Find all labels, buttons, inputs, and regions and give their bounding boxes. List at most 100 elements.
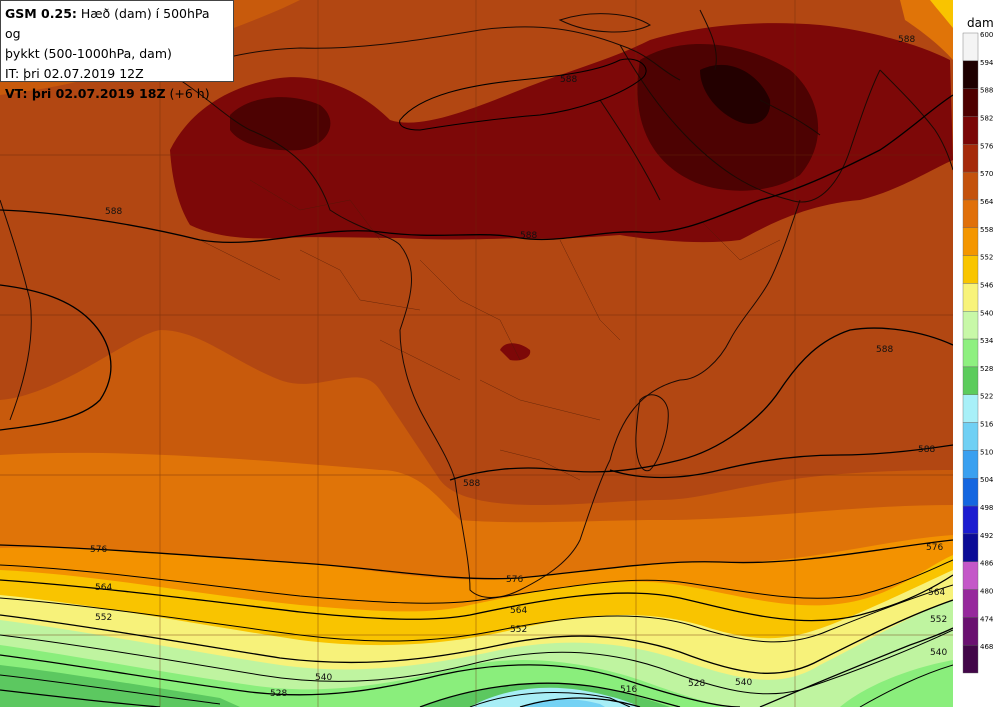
thickness-field-516 [520,698,605,707]
contour-label: 528 [270,689,287,699]
graticule [0,0,953,707]
legend-tick-label: 528 [980,365,993,373]
color-legend: dam 600 594 588 582 576 570 564 558 552 546 540 534… [953,0,1000,707]
title-line-1: Hæð (dam) í 500hPa og [5,6,210,41]
legend-swatch [962,533,979,562]
forecast-offset: (+6 h) [165,86,210,101]
title-line-2: þykkt (500-1000hPa, dam) [5,46,172,61]
legend-swatch [962,422,979,451]
legend-tick-label: 564 [980,198,994,206]
thickness-field-534 [0,645,953,707]
contour-540 [0,654,741,707]
legend-swatch [962,644,979,674]
legend-swatch [962,561,979,590]
legend-swatch [962,394,979,423]
legend-swatch [962,450,979,479]
legend-swatch [962,32,979,62]
contour-label: 588 [918,445,935,455]
contour-564 [0,574,953,622]
legend-tick-label: 540 [980,309,993,317]
contour-576 [0,539,953,580]
contour-label: 552 [95,613,112,623]
legend-tick-label: 504 [980,476,994,484]
thickness-field-522 [470,687,640,707]
contour-588-closed [399,58,647,131]
height-contours [0,58,953,707]
initial-time: IT: þri 02.07.2019 12Z [5,66,144,81]
legend-swatch [962,88,979,117]
legend-tick-label: 474 [980,615,994,623]
thickness-field-594 [700,64,771,124]
contour-label: 576 [926,543,943,553]
legend-tick-label: 480 [980,588,993,596]
legend-tick-label: 570 [980,170,993,178]
contour-label: 564 [510,606,527,616]
map-info-box: GSM 0.25: Hæð (dam) í 500hPa og þykkt (5… [0,0,234,101]
legend-tick-label: 468 [980,643,993,651]
contour-label: 588 [560,75,577,85]
contour-label: 540 [930,648,947,658]
legend-tick-label: 498 [980,504,993,512]
contour-534 [0,674,221,705]
legend-tick-label: 516 [980,421,994,429]
contour-558 [0,584,953,643]
legend-swatch [962,283,979,312]
map-title: GSM 0.25: Hæð (dam) í 500hPa og [5,4,229,44]
legend-swatch [962,199,979,228]
coastlines [0,9,953,598]
contour-label: 516 [620,685,637,695]
legend-tick-label: 534 [980,337,994,345]
contour-label: 576 [506,575,523,585]
contour-588-south [0,284,112,431]
legend-swatch [962,478,979,507]
legend-tick-label: 582 [980,114,993,122]
legend-unit: dam [967,16,994,30]
legend-swatch [962,227,979,256]
legend-swatch [962,60,979,89]
contour-label: 552 [510,625,527,635]
contour-528 [0,682,681,707]
contour-label: 564 [928,588,945,598]
legend-tick-label: 576 [980,142,994,150]
contour-552 [0,599,953,674]
contour-570 [0,559,953,604]
legend-tick-label: 486 [980,560,994,568]
legend-colorbar: dam 600 594 588 582 576 570 564 558 552 546 540 534… [962,16,994,674]
valid-time-label: VT: þri 02.07.2019 18Z [5,86,166,101]
thickness-field-540 [0,600,953,707]
legend-swatch [962,338,979,368]
contour-label: 528 [688,679,705,689]
legend-swatch [962,255,979,284]
contour-label: 588 [876,345,893,355]
contour-label: 588 [898,35,915,45]
legend-tick-label: 510 [980,448,993,456]
contour-labels: 588 588 588 588 588 588 588 576 576 576 … [90,35,947,699]
contour-label: 588 [520,231,537,241]
thickness-field-582-small [500,343,531,361]
contour-label: 540 [735,678,752,688]
legend-swatch [962,171,979,201]
contour-label: 588 [463,479,480,489]
thickness-field-ne-2 [930,0,953,28]
legend-tick-label: 492 [980,532,993,540]
contour-528-east [859,664,953,707]
legend-swatch [962,144,979,173]
thickness-field-ne [900,0,953,60]
contour-588-east [449,327,953,481]
contour-588-se [609,444,953,479]
valid-time: VT: þri 02.07.2019 18Z (+6 h) [5,84,229,104]
legend-swatch [962,116,979,145]
country-borders [199,179,781,481]
weather-map: 588 588 588 588 588 588 588 576 576 576 … [0,0,953,707]
legend-swatch [962,589,979,618]
contour-540-east [759,627,953,707]
contour-label: 564 [95,583,112,593]
legend-swatch [962,311,979,340]
legend-tick-label: 594 [980,59,994,67]
thickness-field-588 [230,43,819,191]
legend-tick-label: 600 [980,31,993,39]
legend-swatch [962,366,979,395]
contour-label: 588 [105,207,122,217]
legend-tick-label: 588 [980,87,993,95]
legend-swatch [962,505,979,535]
